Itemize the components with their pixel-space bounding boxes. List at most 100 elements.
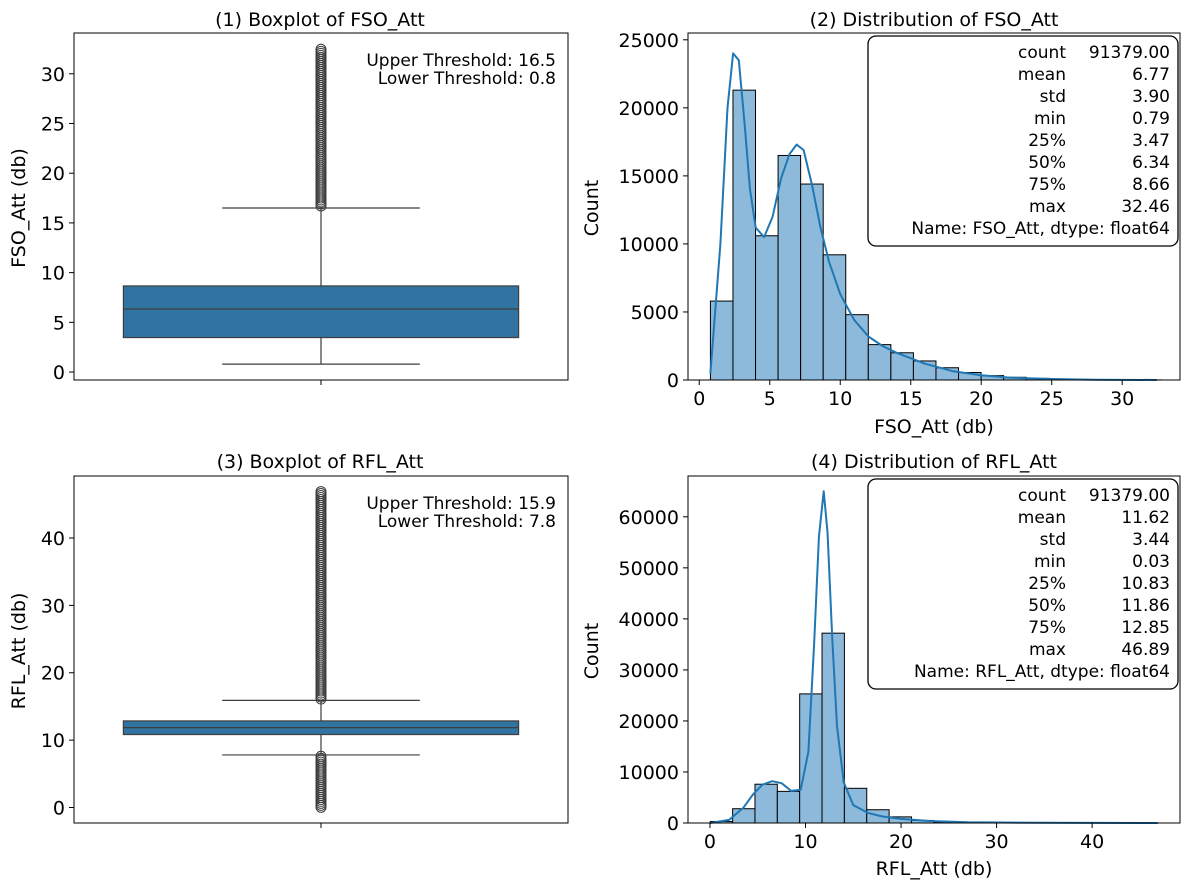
plot-area: 0 5000 10000 15000 20000 25000 0 5 10 15 20 25 30 bbox=[619, 30, 1181, 410]
x-tick-label: 20 bbox=[969, 388, 993, 410]
annotation-lower-threshold: Lower Threshold: 0.8 bbox=[378, 69, 556, 89]
plot-area: 0 5 10 15 20 25 30 bbox=[41, 32, 569, 385]
x-axis-label: FSO_Att (db) bbox=[874, 416, 994, 438]
stats-box-frame bbox=[867, 478, 1179, 690]
y-tick-label: 10 bbox=[41, 263, 65, 285]
y-tick-label: 10000 bbox=[619, 234, 679, 256]
stats-label: 50% bbox=[1028, 596, 1066, 616]
iqr-box bbox=[122, 285, 520, 339]
stats-label: 25% bbox=[1028, 574, 1066, 594]
stats-label: 75% bbox=[1028, 175, 1066, 195]
x-tick-label: 15 bbox=[899, 388, 923, 410]
y-tick-label: 10000 bbox=[619, 762, 679, 784]
stats-value: 6.34 bbox=[1132, 153, 1170, 173]
x-tick-label: 30 bbox=[984, 831, 1008, 853]
y-tick-label: 40000 bbox=[619, 609, 679, 631]
stats-label: 75% bbox=[1028, 618, 1066, 638]
stats-box-frame bbox=[867, 35, 1179, 247]
y-tick-label: 5 bbox=[53, 312, 65, 334]
y-tick-label: 15 bbox=[41, 213, 65, 235]
outlier-point bbox=[315, 43, 327, 55]
stats-footer: Name: FSO_Att, dtype: float64 bbox=[911, 219, 1170, 239]
stats-value: 8.66 bbox=[1132, 175, 1170, 195]
x-tick-label: 0 bbox=[704, 831, 716, 853]
y-tick-label: 20000 bbox=[619, 711, 679, 733]
kde-line bbox=[710, 490, 1158, 824]
x-tick-label: 0 bbox=[693, 388, 705, 410]
axes-frame bbox=[687, 32, 1181, 381]
stats-value: 11.86 bbox=[1121, 596, 1170, 616]
outlier-point bbox=[315, 750, 327, 762]
y-axis-label: FSO_Att (db) bbox=[8, 148, 30, 268]
y-tick-label: 40 bbox=[41, 528, 65, 550]
y-tick-label: 30 bbox=[41, 64, 65, 86]
y-tick-label: 60000 bbox=[619, 507, 679, 529]
panel-boxplot-rfl: (3) Boxplot of RFL_Att RFL_Att (db) 0 10 2… bbox=[8, 451, 569, 828]
x-tick-label: 20 bbox=[889, 831, 913, 853]
annotation-upper-threshold: Upper Threshold: 16.5 bbox=[366, 51, 556, 71]
histogram-bar bbox=[867, 344, 892, 381]
plot-area: 0 10000 20000 30000 40000 50000 60000 0 10 20 30 40 bbox=[619, 475, 1181, 853]
y-tick-label: 20 bbox=[41, 163, 65, 185]
chart-title: (1) Boxplot of FSO_Att bbox=[215, 9, 425, 31]
stats-label: std bbox=[1040, 87, 1066, 107]
stats-label: min bbox=[1034, 109, 1066, 129]
y-tick-label: 30 bbox=[41, 595, 65, 617]
stats-label: 50% bbox=[1028, 153, 1066, 173]
stats-label: mean bbox=[1018, 65, 1066, 85]
y-tick-label: 10 bbox=[41, 730, 65, 752]
y-tick-label: 0 bbox=[53, 798, 65, 820]
panel-histogram-fso: (2) Distribution of FSO_Att Count FSO_At… bbox=[581, 9, 1181, 438]
y-tick-label: 0 bbox=[667, 813, 679, 835]
chart-title: (3) Boxplot of RFL_Att bbox=[217, 451, 424, 473]
stats-value: 0.79 bbox=[1132, 109, 1170, 129]
stats-value: 32.46 bbox=[1121, 197, 1170, 217]
x-tick-label: 10 bbox=[793, 831, 817, 853]
stats-value: 3.47 bbox=[1132, 131, 1170, 151]
x-tick-label: 30 bbox=[1110, 388, 1134, 410]
stats-value: 12.85 bbox=[1121, 618, 1170, 638]
stats-value: 3.44 bbox=[1132, 530, 1170, 550]
panel-boxplot-fso: (1) Boxplot of FSO_Att FSO_Att (db) 0 5 10… bbox=[8, 9, 569, 385]
chart-title: (2) Distribution of FSO_Att bbox=[810, 9, 1059, 31]
x-tick-label: 25 bbox=[1040, 388, 1064, 410]
x-tick-label: 5 bbox=[764, 388, 776, 410]
stats-box: count 91379.00 mean 6.77 std 3.90 min 0.79 25% 3.… bbox=[867, 35, 1179, 247]
stats-label: std bbox=[1040, 530, 1066, 550]
y-tick-label: 0 bbox=[53, 362, 65, 384]
plot-area: 0 10 20 30 40 bbox=[41, 475, 569, 828]
x-tick-label: 10 bbox=[828, 388, 852, 410]
stats-label: max bbox=[1029, 640, 1066, 660]
annotation-lower-threshold: Lower Threshold: 7.8 bbox=[378, 512, 556, 532]
histogram-bar bbox=[755, 235, 779, 381]
stats-value: 46.89 bbox=[1121, 640, 1170, 660]
histogram-bar bbox=[800, 183, 824, 381]
stats-value: 10.83 bbox=[1121, 574, 1170, 594]
stats-box: count 91379.00 mean 11.62 std 3.44 min 0.03 25% 1… bbox=[867, 478, 1179, 690]
y-tick-label: 50000 bbox=[619, 558, 679, 580]
y-tick-label: 0 bbox=[667, 370, 679, 392]
y-tick-label: 20 bbox=[41, 663, 65, 685]
axes-frame bbox=[687, 475, 1181, 824]
x-tick-label: 40 bbox=[1080, 831, 1104, 853]
stats-label: count bbox=[1018, 486, 1066, 506]
annotation-upper-threshold: Upper Threshold: 15.9 bbox=[366, 494, 556, 514]
kde-line bbox=[709, 52, 1157, 381]
y-tick-label: 25 bbox=[41, 113, 65, 135]
stats-value: 0.03 bbox=[1132, 552, 1170, 572]
stats-label: mean bbox=[1018, 508, 1066, 528]
histogram-bar bbox=[890, 352, 914, 381]
stats-value: 11.62 bbox=[1121, 508, 1170, 528]
stats-label: max bbox=[1029, 197, 1066, 217]
y-tick-label: 25000 bbox=[619, 30, 679, 52]
histogram-bar bbox=[732, 89, 757, 381]
y-tick-label: 15000 bbox=[619, 166, 679, 188]
stats-label: min bbox=[1034, 552, 1066, 572]
stats-label: count bbox=[1018, 43, 1066, 63]
y-axis-label: Count bbox=[581, 623, 603, 679]
stats-value: 91379.00 bbox=[1089, 43, 1170, 63]
histogram-bar bbox=[776, 790, 801, 824]
panel-histogram-rfl: (4) Distribution of RFL_Att Count RFL_At… bbox=[581, 451, 1181, 880]
stats-value: 6.77 bbox=[1132, 65, 1170, 85]
